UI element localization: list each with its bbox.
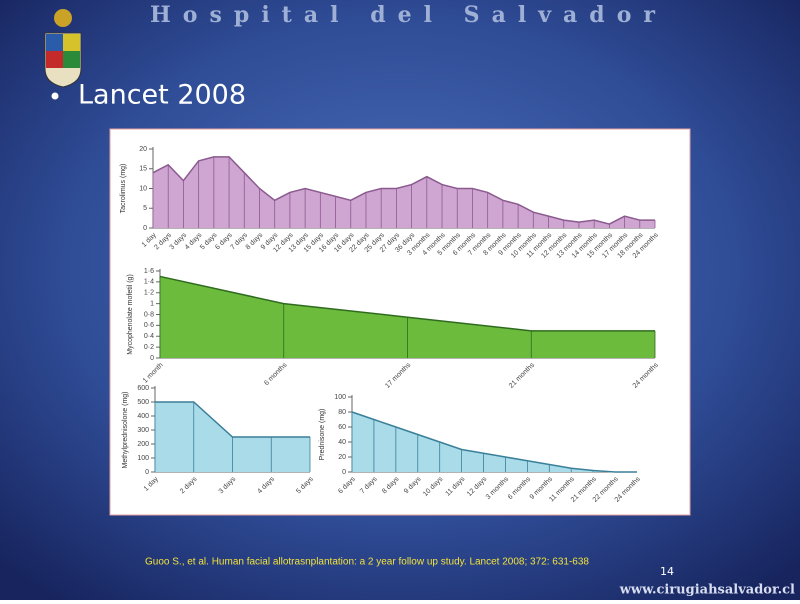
y-tick-label: 600 (137, 385, 149, 392)
logo (44, 9, 82, 88)
y-tick-label: 40 (338, 439, 346, 446)
y-tick-label: 1·2 (144, 290, 154, 297)
y-axis-label: Methylprednisolone (mg) (122, 391, 129, 468)
y-tick-label: 0·8 (144, 311, 154, 318)
area-line (351, 411, 637, 473)
y-axis-label: Prednisone (mg) (319, 409, 326, 461)
y-tick-label: 100 (137, 455, 149, 462)
y-tick-label: 0·4 (144, 333, 154, 340)
y-tick-label: 100 (334, 394, 346, 401)
bullet-dot (51, 92, 59, 100)
y-tick-label: 0 (150, 355, 154, 362)
y-tick-label: 80 (338, 409, 346, 416)
y-tick-label: 300 (137, 427, 149, 434)
y-tick-label: 20 (338, 454, 346, 461)
y-tick-label: 400 (137, 413, 149, 420)
y-axis-label: Mycophenolate mofetil (g) (127, 274, 134, 355)
y-tick-label: 60 (338, 424, 346, 431)
y-tick-label: 10 (139, 185, 147, 192)
y-tick-label: 0 (145, 469, 149, 476)
y-tick-label: 15 (139, 166, 147, 173)
y-tick-label: 0·6 (144, 322, 154, 329)
y-tick-label: 200 (137, 441, 149, 448)
y-tick-label: 5 (143, 205, 147, 212)
y-tick-label: 0 (143, 225, 147, 232)
y-tick-label: 1·4 (144, 279, 154, 286)
y-tick-label: 500 (137, 399, 149, 406)
page-number: 14 (660, 565, 674, 578)
website: www.cirugiahsalvador.cl (619, 583, 795, 598)
y-tick-label: 0 (342, 469, 346, 476)
y-tick-label: 0·2 (144, 344, 154, 351)
y-tick-label: 20 (139, 146, 147, 153)
y-axis-label: Tacrolimus (mg) (120, 164, 127, 214)
area-line (152, 156, 655, 225)
bullet-text: Lancet 2008 (78, 80, 246, 111)
citation: Guoo S., et al. Human facial allotrasnpl… (145, 557, 589, 568)
area-fill (352, 412, 637, 472)
y-tick-label: 1·6 (144, 268, 154, 275)
header: Hospital del Salvador (150, 2, 655, 28)
y-tick-label: 1 (150, 300, 154, 307)
